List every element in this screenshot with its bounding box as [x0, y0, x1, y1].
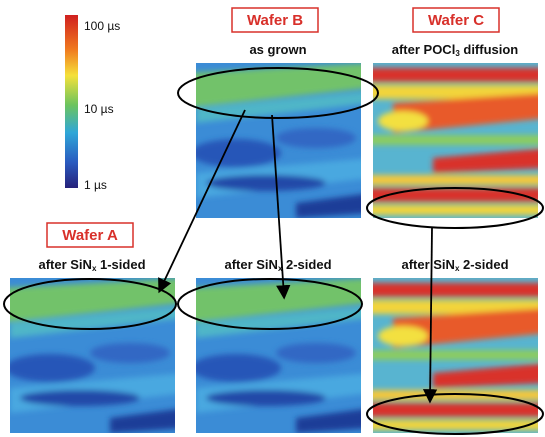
text-part: diffusion	[460, 42, 519, 57]
text-part: after SiN	[224, 257, 277, 272]
wafer-label: Wafer B	[247, 12, 303, 29]
text-part: as grown	[249, 42, 306, 57]
text-part: 2-sided	[459, 257, 508, 272]
panel-title: after POCl3 diffusion	[392, 42, 519, 58]
figure: 100 µs 10 µs 1 µs Wafer B Wafer C Wafer …	[0, 0, 545, 437]
colorbar-label: 10 µs	[84, 102, 114, 116]
text-part: 1-sided	[96, 257, 145, 272]
panel-title: as grown	[249, 42, 306, 57]
colorbar-label: 1 µs	[84, 178, 107, 192]
colorbar-label: 100 µs	[84, 19, 120, 33]
panel-title: after SiNx 1-sided	[38, 257, 145, 273]
colorbar	[65, 15, 78, 188]
lifetime-map	[368, 278, 545, 433]
text-part: after POCl	[392, 42, 456, 57]
lifetime-map	[186, 278, 371, 433]
text-part: 2-sided	[282, 257, 331, 272]
wafer-label: Wafer C	[428, 12, 484, 29]
lifetime-map	[186, 63, 371, 218]
text-part: after SiN	[401, 257, 454, 272]
text-part: after SiN	[38, 257, 91, 272]
lifetime-map	[0, 278, 185, 433]
panel-title: after SiNx 2-sided	[401, 257, 508, 273]
panel-title: after SiNx 2-sided	[224, 257, 331, 273]
wafer-label: Wafer A	[62, 227, 118, 244]
